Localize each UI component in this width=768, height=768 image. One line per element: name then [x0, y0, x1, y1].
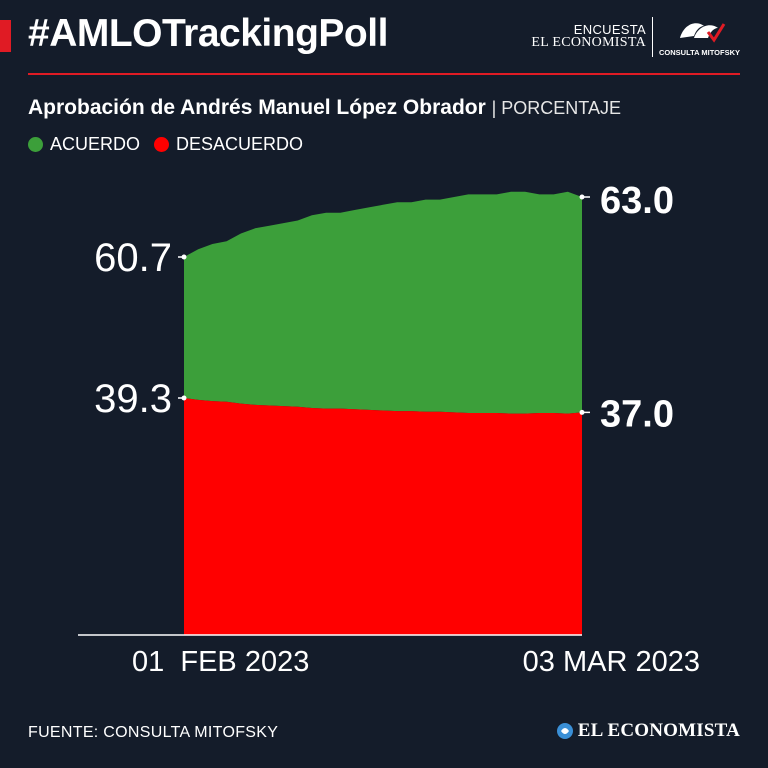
data-label-end-acuerdo: 63.0 — [600, 180, 674, 222]
el-economista-mark-icon — [556, 723, 573, 739]
header-accent-bar — [0, 20, 11, 52]
x-tick-label-end: 03 MAR 2023 — [523, 646, 700, 678]
x-tick-label-start: 01 FEB 2023 — [132, 646, 309, 678]
newspaper-label: EL ECONOMISTA — [531, 35, 647, 50]
legend-dot-acuerdo — [28, 137, 43, 152]
source-note: FUENTE: CONSULTA MITOFSKY — [28, 724, 279, 741]
chart-unit-label: | PORCENTAJE — [491, 98, 621, 118]
header-rule — [28, 73, 740, 75]
legend-item-desacuerdo: DESACUERDO — [154, 134, 303, 155]
header-logos: ENCUESTA EL ECONOMISTA CONSULTA MITOFSKY — [531, 16, 740, 57]
encuesta-logo: ENCUESTA EL ECONOMISTA — [531, 23, 646, 50]
logo-divider — [652, 16, 654, 57]
series-area-acuerdo — [184, 191, 582, 414]
footer-brand-label: EL ECONOMISTA — [577, 720, 740, 741]
point-start-desacuerdo — [181, 395, 187, 401]
data-label-end-desacuerdo: 37.0 — [600, 393, 674, 435]
mitofsky-logo: CONSULTA MITOFSKY — [659, 16, 740, 57]
data-label-start-desacuerdo: 39.3 — [94, 377, 172, 421]
legend-item-acuerdo: ACUERDO — [28, 134, 140, 155]
series-area-desacuerdo — [184, 398, 582, 635]
legend-dot-desacuerdo — [154, 137, 170, 152]
chart-subtitle: Aprobación de Andrés Manuel López Obrado… — [28, 96, 621, 120]
mitofsky-emblem-icon — [679, 23, 725, 43]
chart-title: Aprobación de Andrés Manuel López Obrado… — [28, 96, 486, 119]
data-label-start-acuerdo: 60.7 — [94, 236, 172, 280]
point-start-acuerdo — [181, 254, 187, 260]
chart-legend: ACUERDO DESACUERDO — [28, 134, 317, 155]
legend-label-acuerdo: ACUERDO — [50, 134, 141, 154]
point-end-acuerdo — [579, 194, 585, 200]
footer-brand: EL ECONOMISTA — [556, 720, 740, 742]
hashtag-title: #AMLOTrackingPoll — [28, 12, 388, 55]
legend-label-desacuerdo: DESACUERDO — [176, 134, 304, 154]
survey-label: ENCUESTA — [573, 22, 647, 37]
point-end-desacuerdo — [579, 409, 585, 415]
partner-label: CONSULTA MITOFSKY — [659, 48, 740, 57]
